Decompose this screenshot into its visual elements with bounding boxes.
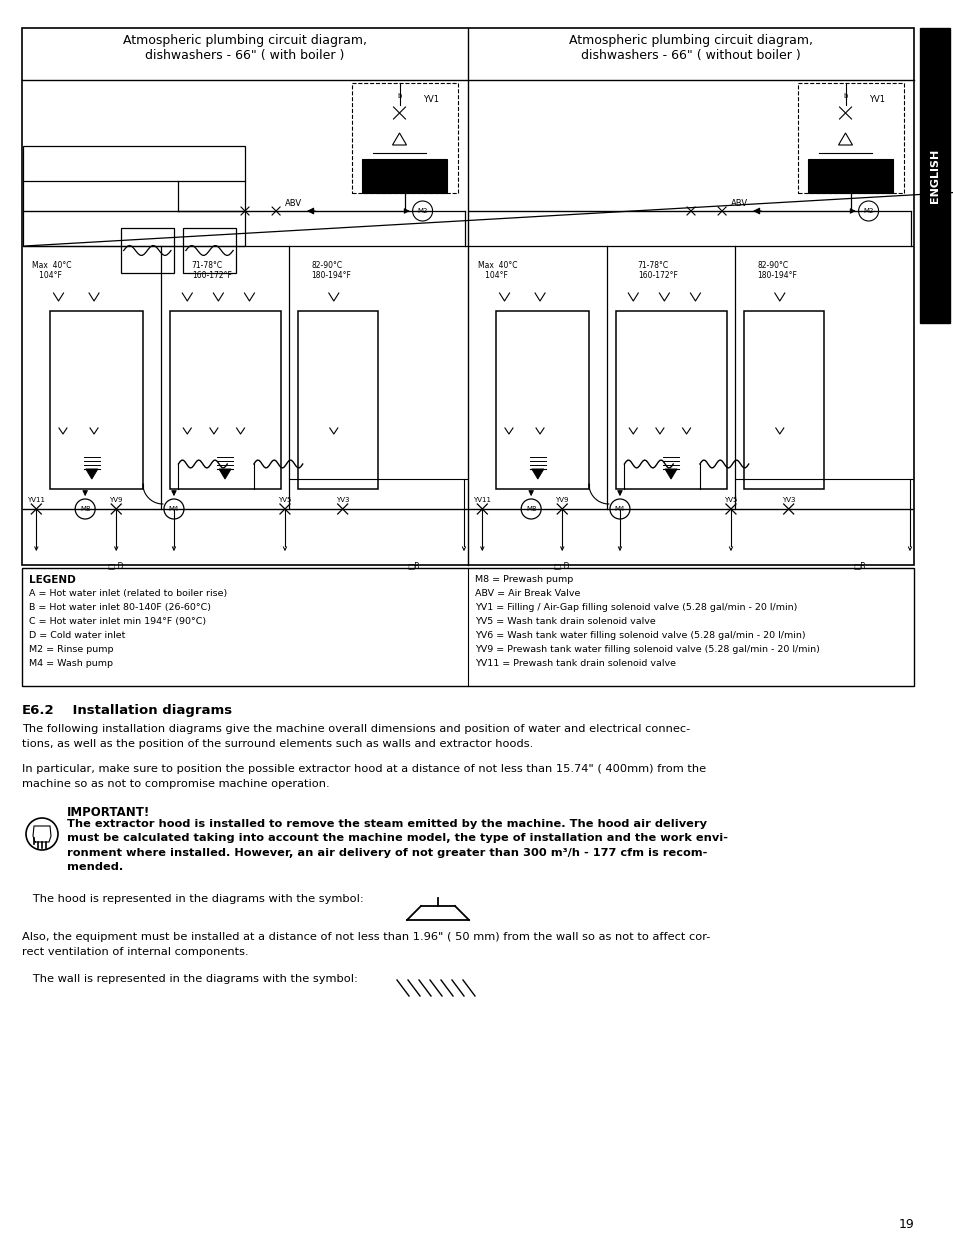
Text: M2 = Rinse pump: M2 = Rinse pump	[29, 645, 113, 655]
Bar	[396, 978, 469, 998]
Text: LEGEND: LEGEND	[29, 576, 75, 585]
Text: Max  40°C
   104°F: Max 40°C 104°F	[477, 261, 517, 280]
Text: YV5 = Wash tank drain solenoid valve: YV5 = Wash tank drain solenoid valve	[475, 618, 655, 626]
Text: □ D: □ D	[109, 562, 124, 571]
Text: The extractor hood is installed to remove the steam emitted by the machine. The : The extractor hood is installed to remov…	[67, 819, 727, 872]
Text: YV6 = Wash tank water filling solenoid valve (5.28 gal/min - 20 l/min): YV6 = Wash tank water filling solenoid v…	[475, 631, 804, 640]
Bar	[496, 311, 588, 489]
Text: 82-90°C
180-194°F: 82-90°C 180-194°F	[757, 261, 797, 280]
Text: M2: M2	[862, 207, 873, 214]
Bar	[615, 311, 726, 489]
Text: Max  40°C
   104°F: Max 40°C 104°F	[31, 261, 71, 280]
Text: B = Hot water inlet 80-140F (26-60°C): B = Hot water inlet 80-140F (26-60°C)	[29, 603, 211, 613]
Text: 71-78°C
160-172°F: 71-78°C 160-172°F	[192, 261, 232, 280]
Text: YV9 = Prewash tank water filling solenoid valve (5.28 gal/min - 20 l/min): YV9 = Prewash tank water filling solenoi…	[475, 645, 819, 655]
Text: b: b	[842, 93, 847, 99]
Text: M4 = Wash pump: M4 = Wash pump	[29, 659, 112, 668]
Text: Also, the equipment must be installed at a distance of not less than 1.96" ( 50 : Also, the equipment must be installed at…	[22, 932, 710, 957]
Text: ENGLISH: ENGLISH	[929, 148, 939, 203]
Polygon shape	[86, 469, 98, 479]
Text: Atmospheric plumbing circuit diagram,
dishwashers - 66" ( without boiler ): Atmospheric plumbing circuit diagram, di…	[568, 35, 812, 62]
Text: IMPORTANT!: IMPORTANT!	[67, 806, 150, 819]
Text: YV9: YV9	[110, 496, 123, 503]
Text: In particular, make sure to position the possible extractor hood at a distance o: In particular, make sure to position the…	[22, 764, 705, 789]
Text: The hood is represented in the diagrams with the symbol:: The hood is represented in the diagrams …	[22, 894, 363, 904]
Text: M4: M4	[169, 506, 179, 513]
Text: 19: 19	[898, 1218, 913, 1231]
Polygon shape	[664, 469, 677, 479]
Text: YV5: YV5	[278, 496, 292, 503]
Text: E6.2: E6.2	[22, 704, 54, 718]
Text: C = Hot water inlet min 194°F (90°C): C = Hot water inlet min 194°F (90°C)	[29, 618, 206, 626]
Bar	[22, 568, 913, 685]
Text: YV3: YV3	[781, 496, 795, 503]
Text: M8 = Prewash pump: M8 = Prewash pump	[475, 576, 573, 584]
Text: YV11: YV11	[473, 496, 491, 503]
Text: YV3: YV3	[335, 496, 349, 503]
Text: YV9: YV9	[555, 496, 568, 503]
Bar	[23, 146, 245, 246]
Text: b: b	[396, 93, 401, 99]
Bar	[298, 311, 377, 489]
Text: ABV: ABV	[731, 199, 747, 207]
Polygon shape	[219, 469, 231, 479]
Text: □B: □B	[853, 562, 865, 571]
Text: ABV: ABV	[285, 199, 302, 207]
Bar	[22, 28, 913, 564]
Text: M4: M4	[614, 506, 624, 513]
Text: ABV = Air Break Valve: ABV = Air Break Valve	[475, 589, 579, 598]
Bar	[183, 228, 236, 273]
Text: M8: M8	[525, 506, 536, 513]
Text: M2: M2	[417, 207, 427, 214]
Bar	[120, 228, 173, 273]
Text: □B: □B	[407, 562, 419, 571]
Text: 71-78°C
160-172°F: 71-78°C 160-172°F	[637, 261, 677, 280]
Text: Installation diagrams: Installation diagrams	[54, 704, 232, 718]
Text: A = Hot water inlet (related to boiler rise): A = Hot water inlet (related to boiler r…	[29, 589, 227, 598]
Text: YV1: YV1	[423, 95, 439, 104]
Bar	[362, 159, 447, 193]
Text: The following installation diagrams give the machine overall dimensions and posi: The following installation diagrams give…	[22, 724, 690, 748]
Text: 82-90°C
180-194°F: 82-90°C 180-194°F	[312, 261, 351, 280]
Bar	[170, 311, 280, 489]
Text: The wall is represented in the diagrams with the symbol:: The wall is represented in the diagrams …	[22, 974, 357, 984]
Bar	[352, 83, 457, 193]
Text: YV5: YV5	[723, 496, 737, 503]
Bar	[807, 159, 893, 193]
Text: D = Cold water inlet: D = Cold water inlet	[29, 631, 125, 640]
Text: YV1: YV1	[868, 95, 884, 104]
Bar	[743, 311, 823, 489]
Text: M8: M8	[80, 506, 91, 513]
Text: YV11: YV11	[28, 496, 46, 503]
Polygon shape	[531, 469, 543, 479]
Bar	[797, 83, 903, 193]
Bar	[919, 28, 949, 324]
Text: □ D: □ D	[554, 562, 569, 571]
Text: YV1 = Filling / Air-Gap filling solenoid valve (5.28 gal/min - 20 l/min): YV1 = Filling / Air-Gap filling solenoid…	[475, 603, 797, 613]
Text: Atmospheric plumbing circuit diagram,
dishwashers - 66" ( with boiler ): Atmospheric plumbing circuit diagram, di…	[123, 35, 367, 62]
Bar	[50, 311, 143, 489]
Text: YV11 = Prewash tank drain solenoid valve: YV11 = Prewash tank drain solenoid valve	[475, 659, 676, 668]
